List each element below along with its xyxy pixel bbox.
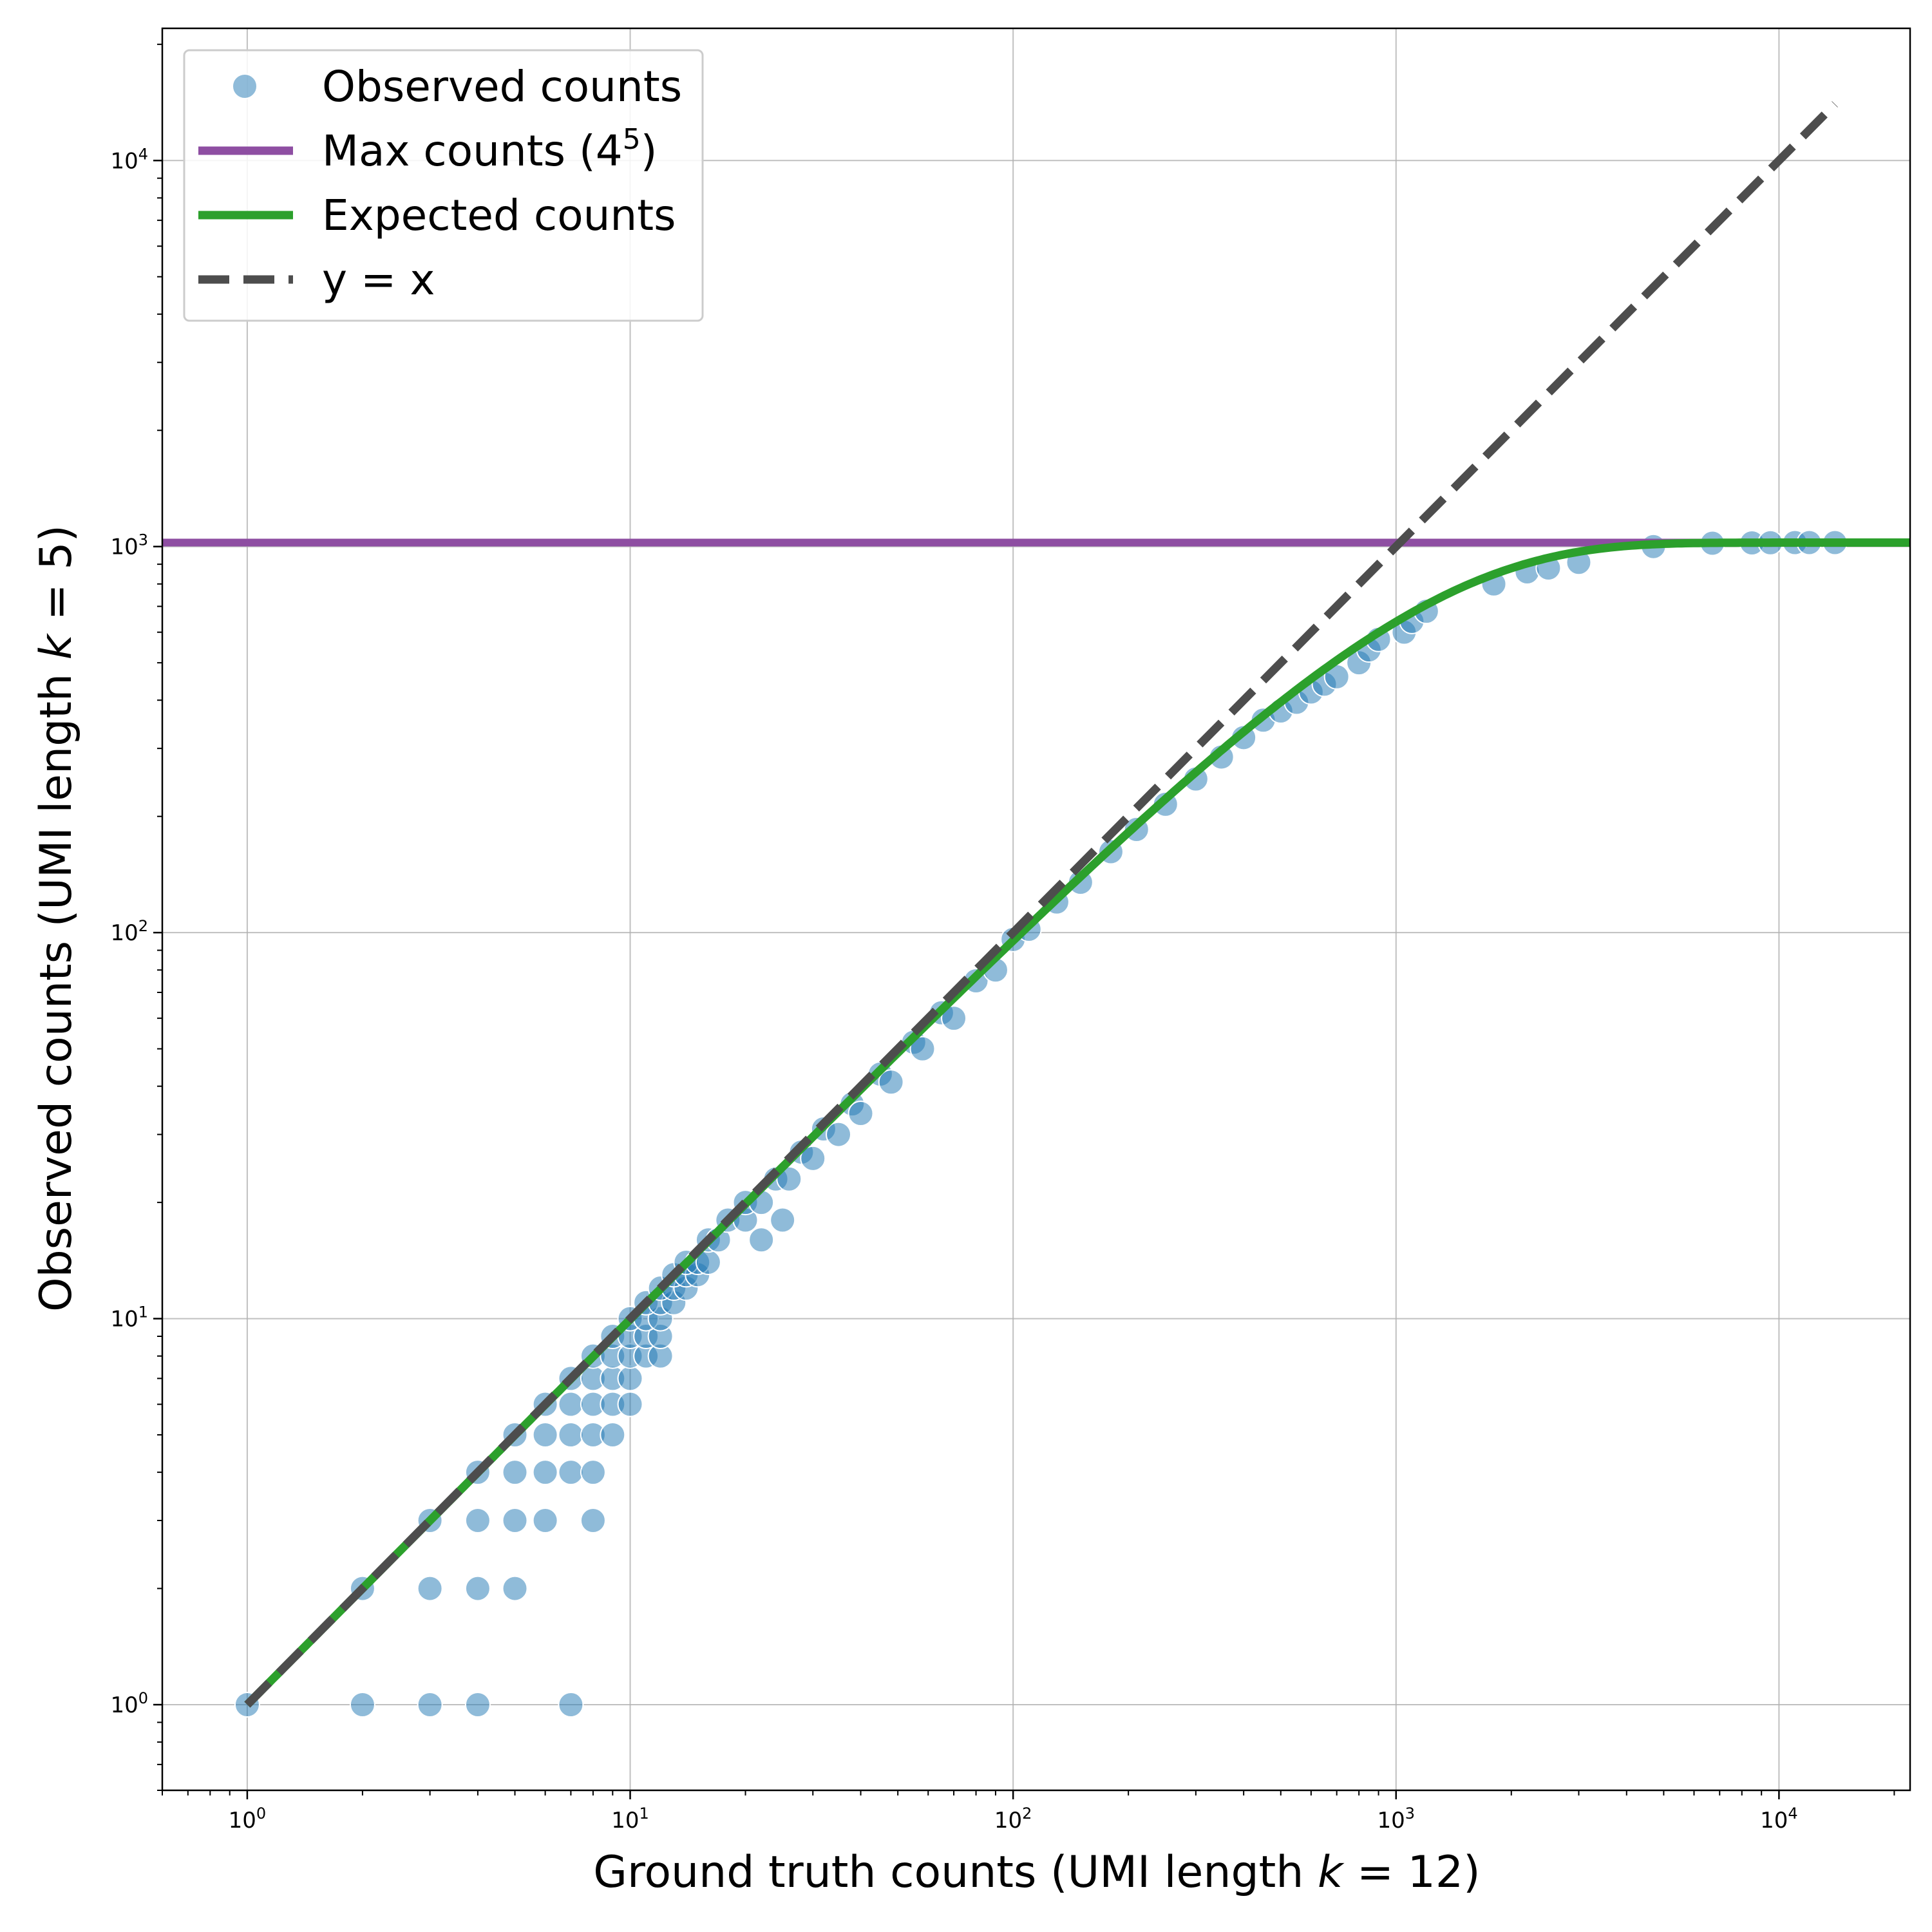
y-tick-label: 103 <box>110 531 148 560</box>
observed-count-point <box>826 1121 852 1148</box>
observed-count-point <box>349 1692 375 1718</box>
legend-label-observed: Observed counts <box>322 62 682 111</box>
observed-count-point <box>532 1508 558 1534</box>
y-axis-label-var: k <box>31 632 82 659</box>
x-axis-label-post: = 12) <box>1343 1847 1480 1898</box>
observed-count-point <box>558 1422 584 1448</box>
observed-count-point <box>770 1207 796 1233</box>
y-tick-label: 104 <box>110 145 148 174</box>
observed-count-point <box>502 1575 528 1602</box>
observed-count-point <box>502 1459 528 1486</box>
observed-count-point <box>800 1145 826 1171</box>
legend-label-identity: y = x <box>322 255 435 305</box>
observed-count-point <box>848 1100 874 1126</box>
observed-count-point <box>464 1692 491 1718</box>
axes-frame <box>161 27 1911 1792</box>
x-tick-label: 101 <box>611 1804 649 1833</box>
observed-count-point <box>464 1575 491 1602</box>
observed-count-point <box>878 1069 904 1095</box>
legend-label-max: Max counts (45) <box>322 123 658 176</box>
expected-counts-curve <box>244 538 1910 1708</box>
identity-line <box>244 101 1838 1708</box>
y-axis-label: Observed counts (UMI length k = 5) <box>31 525 82 1312</box>
grid-lines <box>162 28 1910 1790</box>
observed-count-point <box>580 1508 606 1534</box>
observed-count-point <box>941 1005 967 1032</box>
legend-marker-observed <box>232 73 258 99</box>
y-axis-label-post: = 5) <box>31 525 82 634</box>
observed-count-point <box>776 1166 802 1192</box>
y-tick-label: 100 <box>110 1689 148 1718</box>
x-axis-label: Ground truth counts (UMI length k = 12) <box>593 1847 1480 1898</box>
observed-count-point <box>909 1036 936 1062</box>
plot-area <box>162 101 1910 1718</box>
observed-count-point <box>532 1459 558 1486</box>
y-tick-label: 102 <box>110 917 148 946</box>
observed-count-point <box>748 1227 775 1253</box>
observed-count-point <box>617 1365 643 1392</box>
y-axis-label-pre: Observed counts (UMI length <box>31 659 82 1312</box>
x-tick-label: 100 <box>229 1804 267 1833</box>
x-tick-label: 102 <box>994 1804 1032 1833</box>
x-tick-label: 103 <box>1377 1804 1415 1833</box>
y-tick-label: 101 <box>110 1303 148 1332</box>
legend-box <box>183 49 704 322</box>
observed-count-point <box>417 1575 443 1602</box>
observed-count-point <box>532 1422 558 1448</box>
observed-count-point <box>502 1508 528 1534</box>
observed-count-point <box>617 1391 643 1417</box>
x-axis-label-var: k <box>1318 1847 1345 1898</box>
axes: 100 101 102 103 104 100 101 102 103 104 <box>110 27 1911 1833</box>
legend: Observed counts Max counts (45) Expected c… <box>183 49 704 322</box>
observed-count-point <box>580 1459 606 1486</box>
observed-count-point <box>558 1692 584 1718</box>
observed-count-point <box>558 1459 584 1486</box>
observed-count-point <box>464 1508 491 1534</box>
x-tick-label: 104 <box>1760 1804 1798 1833</box>
observed-count-point <box>558 1391 584 1417</box>
observed-count-point <box>417 1692 443 1718</box>
legend-label-expected: Expected counts <box>322 191 676 240</box>
observed-count-point <box>600 1422 626 1448</box>
x-axis-label-pre: Ground truth counts (UMI length <box>593 1847 1318 1898</box>
